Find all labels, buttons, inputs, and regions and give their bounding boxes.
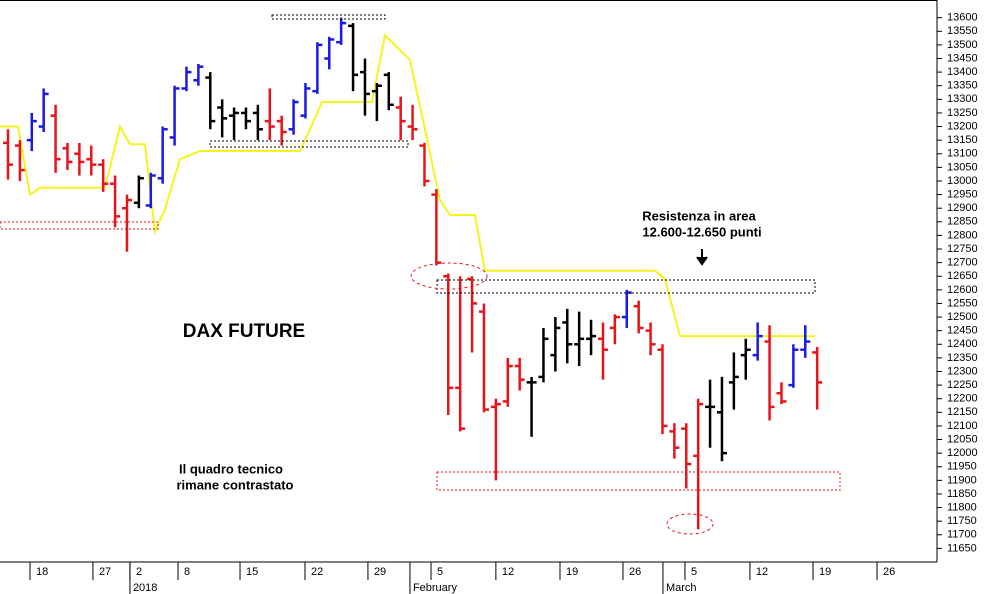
y-tick-label: 12000 bbox=[947, 447, 978, 459]
y-tick-label: 11700 bbox=[947, 529, 977, 541]
highlight bbox=[666, 513, 714, 535]
y-tick-label: 12750 bbox=[947, 243, 978, 255]
x-period-label: 2018 bbox=[133, 582, 157, 594]
x-tick-label: 5 bbox=[691, 566, 697, 578]
y-tick-label: 12500 bbox=[947, 311, 978, 323]
x-tick-label: 8 bbox=[184, 566, 190, 578]
y-tick-label: 13400 bbox=[947, 66, 978, 78]
y-tick-label: 13550 bbox=[947, 25, 978, 37]
x-tick-label: 29 bbox=[374, 566, 386, 578]
plot bbox=[0, 17, 823, 530]
y-tick-label: 11950 bbox=[947, 461, 977, 473]
highlight bbox=[410, 262, 488, 290]
y-tick-label: 12100 bbox=[947, 420, 978, 432]
y-tick-label: 13250 bbox=[947, 107, 978, 119]
y-tick-label: 12900 bbox=[947, 202, 978, 214]
y-tick-label: 12300 bbox=[947, 365, 978, 377]
y-tick-label: 12350 bbox=[947, 352, 978, 364]
y-tick-label: 12850 bbox=[947, 216, 978, 228]
zone bbox=[271, 14, 386, 20]
x-tick-label: 18 bbox=[36, 566, 48, 578]
annotation: 12.600-12.650 punti bbox=[642, 224, 761, 239]
chart-title: DAX FUTURE bbox=[183, 321, 305, 342]
y-tick-label: 12150 bbox=[947, 406, 978, 418]
x-period-label: February bbox=[413, 582, 458, 594]
y-tick-label: 12400 bbox=[947, 338, 978, 350]
zone bbox=[0, 221, 159, 230]
x-tick-label: 19 bbox=[819, 566, 831, 578]
y-tick-label: 11850 bbox=[947, 488, 977, 500]
y-tick-label: 13600 bbox=[947, 12, 978, 24]
y-tick-label: 11750 bbox=[947, 515, 977, 527]
y-tick-label: 13300 bbox=[947, 93, 978, 105]
x-tick-label: 2 bbox=[136, 566, 142, 578]
y-tick-label: 12250 bbox=[947, 379, 978, 391]
x-tick-label: 15 bbox=[246, 566, 258, 578]
y-tick-label: 13150 bbox=[947, 134, 978, 146]
y-tick-label: 12800 bbox=[947, 229, 978, 241]
annotation: Il quadro tecnico bbox=[179, 461, 283, 476]
x-tick-label: 26 bbox=[629, 566, 641, 578]
y-tick-label: 13500 bbox=[947, 39, 978, 51]
y-tick-label: 12050 bbox=[947, 433, 978, 445]
y-tick-label: 11650 bbox=[947, 542, 977, 554]
x-tick-label: 12 bbox=[756, 566, 768, 578]
y-tick-label: 12650 bbox=[947, 270, 978, 282]
y-tick-label: 11900 bbox=[947, 474, 977, 486]
y-tick-label: 12700 bbox=[947, 257, 978, 269]
y-tick-label: 13100 bbox=[947, 148, 978, 160]
zone bbox=[209, 140, 409, 148]
x-tick-label: 22 bbox=[311, 566, 323, 578]
x-tick-label: 19 bbox=[566, 566, 578, 578]
y-tick-label: 13450 bbox=[947, 52, 978, 64]
moving-average bbox=[0, 33, 816, 338]
x-tick-label: 5 bbox=[437, 566, 443, 578]
y-tick-label: 11800 bbox=[947, 501, 977, 513]
y-tick-label: 13050 bbox=[947, 161, 978, 173]
y-tick-label: 13000 bbox=[947, 175, 978, 187]
zone bbox=[436, 471, 841, 491]
y-tick-label: 12200 bbox=[947, 393, 978, 405]
y-tick-label: 12550 bbox=[947, 297, 978, 309]
y-tick-label: 12450 bbox=[947, 325, 978, 337]
x-tick-label: 26 bbox=[883, 566, 895, 578]
x-tick-label: 27 bbox=[99, 566, 111, 578]
x-tick-label: 12 bbox=[502, 566, 514, 578]
y-tick-label: 12600 bbox=[947, 284, 978, 296]
zone bbox=[436, 279, 816, 294]
annotation: Resistenza in area bbox=[642, 208, 756, 223]
x-period-label: March bbox=[666, 582, 697, 594]
y-tick-label: 13350 bbox=[947, 80, 978, 92]
annotation: rimane contrastato bbox=[176, 477, 293, 492]
y-tick-label: 13200 bbox=[947, 120, 978, 132]
arrow bbox=[696, 249, 708, 266]
y-tick-label: 12950 bbox=[947, 188, 978, 200]
